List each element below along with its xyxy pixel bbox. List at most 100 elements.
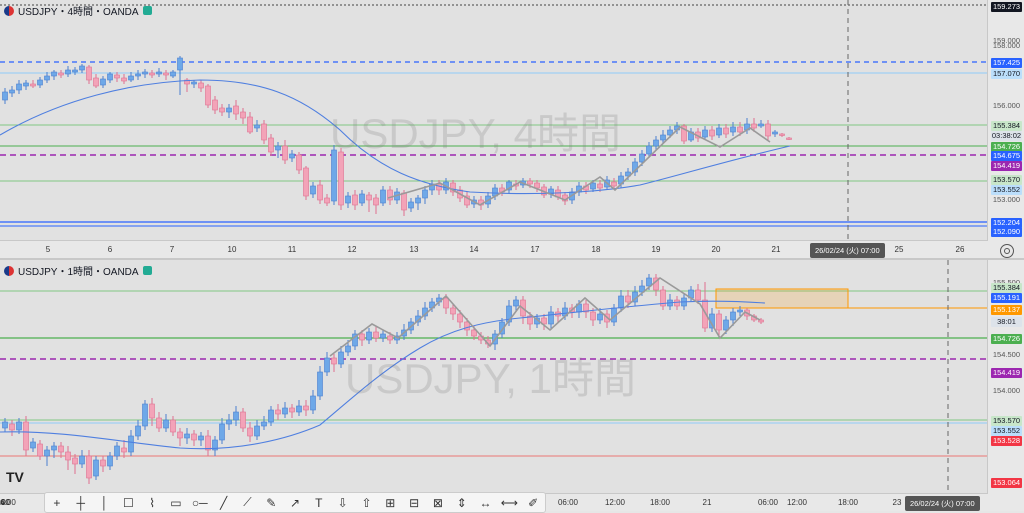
candle[interactable] — [23, 421, 29, 451]
candle[interactable] — [282, 407, 288, 415]
candle[interactable] — [338, 351, 344, 365]
candle[interactable] — [380, 333, 386, 339]
candle[interactable] — [219, 107, 225, 113]
candle[interactable] — [611, 181, 617, 187]
candle[interactable] — [786, 137, 792, 140]
settings-gear-icon[interactable] — [1000, 244, 1014, 258]
candle[interactable] — [191, 433, 197, 441]
candle[interactable] — [639, 285, 645, 293]
candle[interactable] — [716, 313, 722, 331]
candle[interactable] — [79, 65, 85, 71]
candle[interactable] — [345, 195, 351, 204]
candle[interactable] — [282, 145, 288, 161]
candle[interactable] — [9, 89, 15, 94]
candle[interactable] — [317, 184, 323, 201]
candle[interactable] — [142, 403, 148, 427]
candle[interactable] — [387, 335, 393, 341]
candle[interactable] — [23, 82, 29, 87]
candle[interactable] — [709, 129, 715, 137]
candle[interactable] — [170, 419, 176, 433]
candle[interactable] — [751, 123, 757, 129]
candle[interactable] — [590, 311, 596, 321]
candle[interactable] — [303, 405, 309, 411]
ray-icon[interactable]: ⟋ — [243, 495, 252, 509]
candle[interactable] — [149, 72, 155, 76]
candle[interactable] — [275, 145, 281, 151]
candle[interactable] — [16, 83, 22, 91]
candle[interactable] — [37, 443, 43, 457]
price-axis[interactable]: 155.500155.000154.500154.000153.500155.3… — [987, 260, 1024, 511]
candle[interactable] — [226, 419, 232, 425]
candle[interactable] — [464, 195, 470, 206]
candle[interactable] — [114, 74, 120, 79]
candle[interactable] — [2, 421, 8, 429]
candle[interactable] — [667, 129, 673, 136]
candle[interactable] — [268, 137, 274, 153]
candle[interactable] — [681, 125, 687, 142]
candle[interactable] — [240, 411, 246, 429]
candle[interactable] — [625, 295, 631, 303]
candle[interactable] — [219, 423, 225, 441]
candle[interactable] — [163, 72, 169, 76]
symbol-header[interactable]: USDJPY・4時間・OANDA — [4, 3, 152, 18]
price-axis[interactable]: 159.000158.000156.000155.000153.000159.2… — [987, 0, 1024, 258]
crosshair-icon[interactable]: + — [53, 495, 61, 510]
candle[interactable] — [121, 77, 127, 82]
candle[interactable] — [51, 445, 57, 451]
brush-icon[interactable]: ✎ — [266, 495, 277, 510]
candle[interactable] — [527, 315, 533, 325]
candle[interactable] — [639, 153, 645, 163]
price-range-icon[interactable]: ⇕ — [456, 495, 467, 510]
chart-panel-1h[interactable]: USDJPY・1時間・OANDA USDJPY, 1時間 155.500155.… — [0, 260, 1024, 511]
candle[interactable] — [765, 123, 771, 137]
candle[interactable] — [93, 77, 99, 87]
candle[interactable] — [310, 395, 316, 411]
candle[interactable] — [450, 307, 456, 315]
chart-panel-4h[interactable]: USDJPY・4時間・OANDA USDJPY, 4時間 159.000 158.… — [0, 0, 1024, 260]
candle[interactable] — [135, 425, 141, 437]
candle[interactable] — [296, 154, 302, 171]
candle[interactable] — [156, 417, 162, 429]
candle[interactable] — [184, 79, 190, 85]
candle[interactable] — [366, 331, 372, 341]
candle[interactable] — [261, 123, 267, 141]
candle[interactable] — [107, 73, 113, 81]
candle[interactable] — [65, 451, 71, 461]
chart-canvas[interactable] — [0, 260, 988, 493]
forecast-icon[interactable]: ⊠ — [432, 495, 443, 510]
candle[interactable] — [660, 134, 666, 141]
candle[interactable] — [100, 459, 106, 467]
candle[interactable] — [86, 66, 92, 81]
candle[interactable] — [737, 309, 743, 313]
candle[interactable] — [317, 371, 323, 397]
candle[interactable] — [121, 447, 127, 453]
trend-line-icon[interactable]: ╱ — [219, 495, 228, 510]
vertical-line-icon[interactable]: │ — [100, 495, 109, 510]
candle[interactable] — [450, 182, 456, 193]
candle[interactable] — [72, 457, 78, 465]
candle[interactable] — [772, 131, 778, 135]
candle[interactable] — [254, 425, 260, 437]
candle[interactable] — [408, 201, 414, 209]
candle[interactable] — [233, 411, 239, 421]
candle[interactable] — [268, 409, 274, 423]
candle[interactable] — [653, 139, 659, 147]
candle[interactable] — [51, 71, 57, 77]
candle[interactable] — [16, 421, 22, 431]
candle[interactable] — [30, 83, 36, 87]
candle[interactable] — [373, 331, 379, 339]
candle[interactable] — [2, 91, 8, 101]
candle[interactable] — [646, 145, 652, 155]
candle[interactable] — [401, 192, 407, 211]
candle[interactable] — [695, 289, 701, 301]
candle[interactable] — [352, 333, 358, 347]
candle[interactable] — [324, 357, 330, 373]
candle[interactable] — [226, 107, 232, 113]
candle[interactable] — [79, 455, 85, 465]
candle[interactable] — [44, 75, 50, 81]
candle[interactable] — [415, 197, 421, 204]
candle[interactable] — [128, 435, 134, 453]
candle[interactable] — [114, 445, 120, 457]
candle[interactable] — [100, 78, 106, 86]
candle[interactable] — [660, 289, 666, 307]
